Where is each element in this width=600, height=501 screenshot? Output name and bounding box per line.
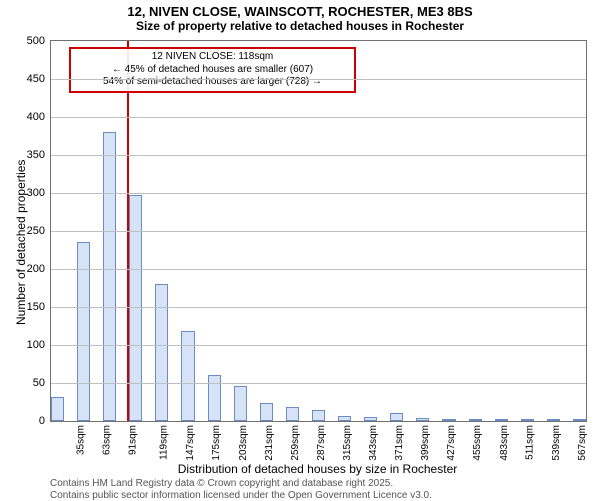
histogram-bar xyxy=(51,397,64,421)
histogram-plot: 12 NIVEN CLOSE: 118sqm ← 45% of detached… xyxy=(50,40,587,422)
histogram-bar xyxy=(364,417,377,421)
x-tick-label: 483sqm xyxy=(499,425,510,461)
x-tick-label: 259sqm xyxy=(290,425,301,461)
y-tick-label: 300 xyxy=(27,187,51,199)
annotation-text: 12 NIVEN CLOSE: 118sqm xyxy=(75,51,350,64)
attribution-text: Contains HM Land Registry data © Crown c… xyxy=(50,478,393,489)
y-axis-label: Number of detached properties xyxy=(14,160,28,325)
page-subtitle: Size of property relative to detached ho… xyxy=(0,19,600,33)
x-tick-label: 91sqm xyxy=(128,425,139,455)
gridline xyxy=(51,79,586,80)
x-tick-label: 147sqm xyxy=(185,425,196,461)
x-tick-label: 315sqm xyxy=(342,425,353,461)
attribution-text: Contains public sector information licen… xyxy=(50,490,432,501)
x-tick-label: 427sqm xyxy=(446,425,457,461)
x-tick-label: 455sqm xyxy=(473,425,484,461)
x-tick-label: 203sqm xyxy=(238,425,249,461)
histogram-bar xyxy=(390,413,403,421)
gridline xyxy=(51,117,586,118)
histogram-bar xyxy=(103,132,116,421)
annotation-text: 54% of semi-detached houses are larger (… xyxy=(75,76,350,89)
page-title: 12, NIVEN CLOSE, WAINSCOTT, ROCHESTER, M… xyxy=(0,4,600,19)
x-tick-label: 511sqm xyxy=(524,425,535,460)
gridline xyxy=(51,155,586,156)
annotation-text: ← 45% of detached houses are smaller (60… xyxy=(75,64,350,77)
gridline xyxy=(51,193,586,194)
y-tick-label: 250 xyxy=(27,225,51,237)
histogram-bar xyxy=(286,407,299,421)
gridline xyxy=(51,345,586,346)
histogram-bar xyxy=(573,419,586,421)
histogram-bar xyxy=(442,419,455,421)
x-tick-label: 539sqm xyxy=(551,425,562,461)
y-tick-label: 50 xyxy=(33,377,51,389)
histogram-bar xyxy=(495,419,508,421)
y-tick-label: 0 xyxy=(39,415,51,427)
histogram-bar xyxy=(416,418,429,421)
x-tick-label: 287sqm xyxy=(316,425,327,461)
x-tick-label: 399sqm xyxy=(420,425,431,461)
y-tick-label: 150 xyxy=(27,301,51,313)
x-tick-label: 35sqm xyxy=(76,425,87,455)
x-tick-label: 119sqm xyxy=(159,425,170,460)
x-tick-label: 175sqm xyxy=(212,425,223,461)
gridline xyxy=(51,231,586,232)
annotation-box: 12 NIVEN CLOSE: 118sqm ← 45% of detached… xyxy=(69,47,356,93)
histogram-bar xyxy=(547,419,560,421)
histogram-bar xyxy=(234,386,247,421)
y-tick-label: 450 xyxy=(27,73,51,85)
x-axis-label: Distribution of detached houses by size … xyxy=(50,462,585,476)
histogram-bar xyxy=(312,410,325,421)
gridline xyxy=(51,383,586,384)
y-tick-label: 200 xyxy=(27,263,51,275)
x-tick-label: 343sqm xyxy=(368,425,379,461)
x-tick-label: 63sqm xyxy=(102,425,113,455)
histogram-bar xyxy=(260,403,273,421)
y-tick-label: 350 xyxy=(27,149,51,161)
gridline xyxy=(51,269,586,270)
histogram-bar xyxy=(338,416,351,421)
y-tick-label: 100 xyxy=(27,339,51,351)
x-tick-label: 371sqm xyxy=(394,425,405,461)
x-tick-label: 231sqm xyxy=(264,425,275,461)
histogram-bar xyxy=(521,419,534,421)
gridline xyxy=(51,307,586,308)
histogram-bar xyxy=(155,284,168,421)
histogram-bar xyxy=(469,419,482,421)
x-tick-label: 567sqm xyxy=(577,425,588,461)
y-tick-label: 400 xyxy=(27,111,51,123)
y-tick-label: 500 xyxy=(27,35,51,47)
